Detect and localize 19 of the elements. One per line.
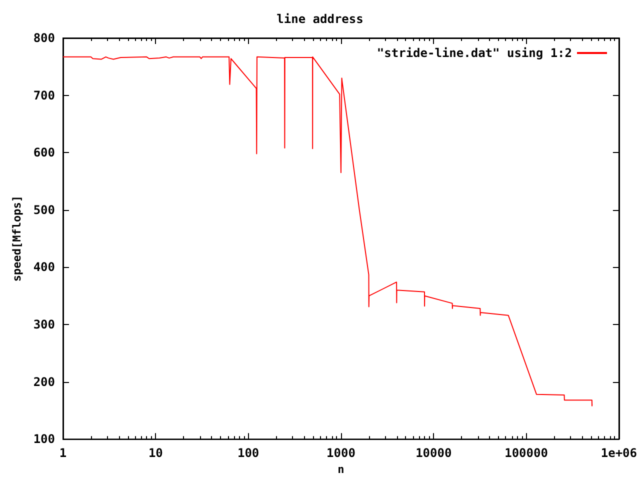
x-tick-label: 10 [148, 446, 163, 460]
legend-label: "stride-line.dat" using 1:2 [376, 46, 572, 60]
y-tick-label: 100 [33, 432, 55, 446]
x-tick-label: 1000 [326, 446, 356, 460]
y-axis-title: speed[Mflops] [10, 196, 24, 282]
x-axis-title: n [338, 463, 344, 476]
x-tick-label: 1e+06 [600, 446, 637, 460]
y-tick-label: 600 [33, 146, 55, 160]
y-tick-label: 500 [33, 202, 55, 217]
y-tick-label: 400 [33, 260, 55, 274]
y-tick-label: 700 [33, 88, 55, 102]
x-tick-label: 10000 [416, 446, 452, 460]
chart-title: line address [276, 12, 364, 26]
y-tick-label: 300 [33, 318, 55, 332]
y-tick-label: 200 [33, 374, 55, 389]
y-tick-label: 800 [33, 31, 55, 45]
x-tick-label: 1 [59, 446, 67, 460]
x-tick-label: 100 [237, 446, 260, 460]
x-tick-label: 100000 [504, 446, 548, 460]
